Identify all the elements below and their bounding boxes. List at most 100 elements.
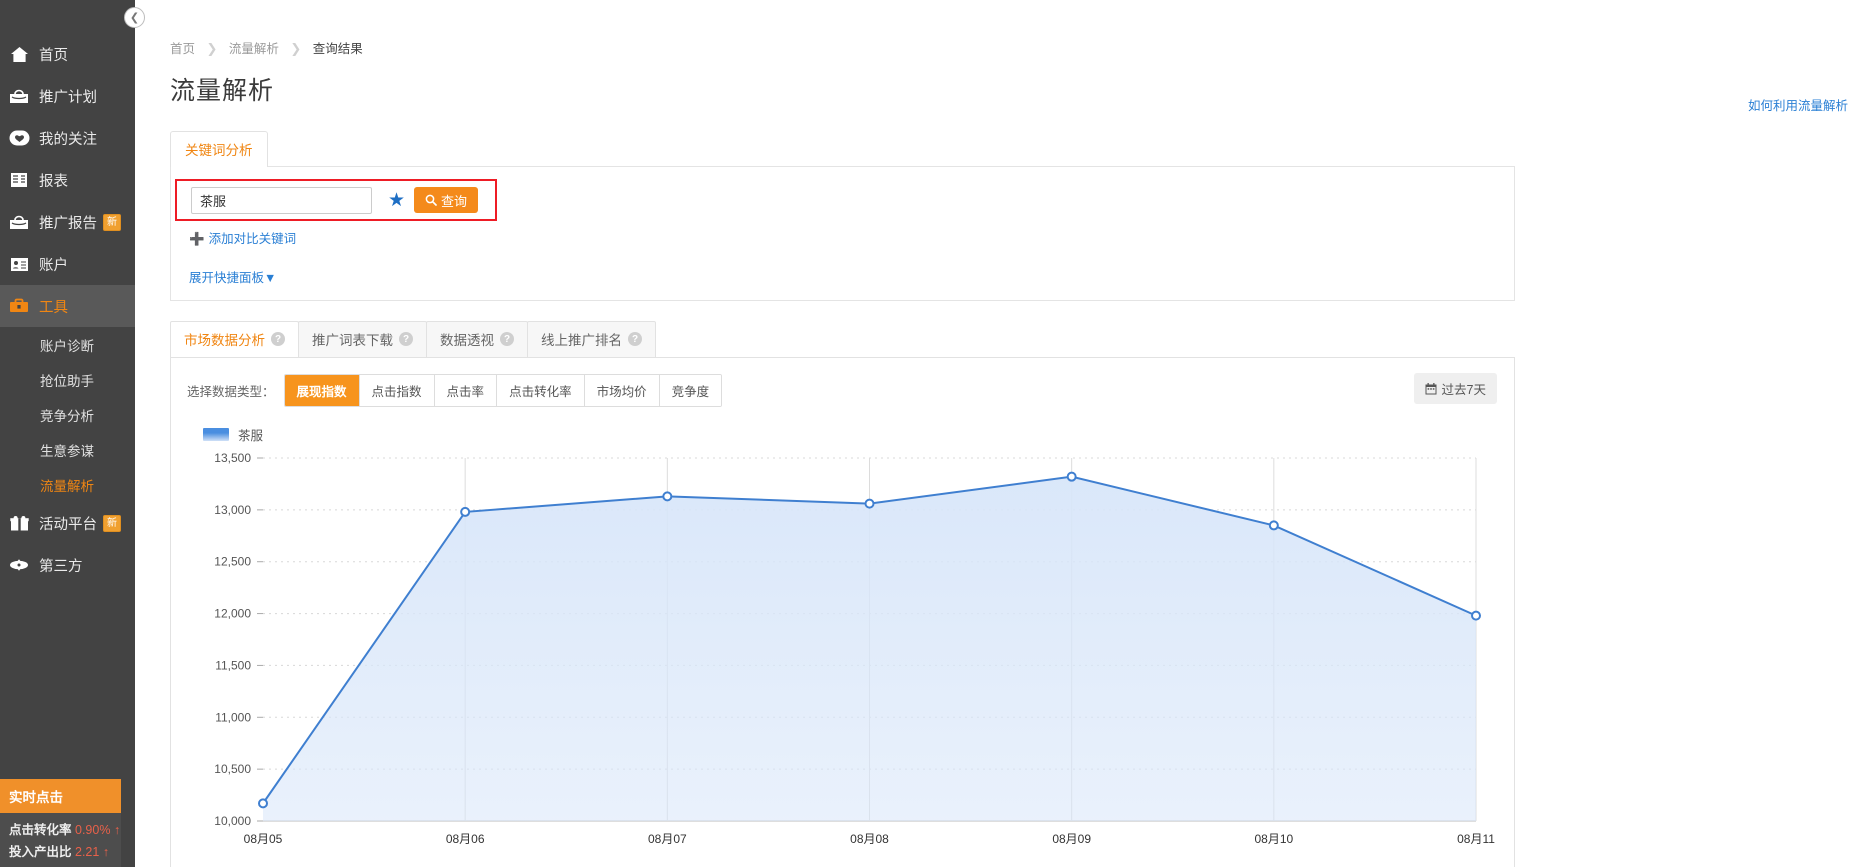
svg-text:13,500: 13,500 — [214, 451, 251, 465]
sidebar-item-home[interactable]: 首页 — [0, 33, 135, 75]
sidebar-item-tools[interactable]: 工具 — [0, 285, 135, 327]
realtime-metric-row: 点击转化率 0.90% ↑ — [9, 819, 121, 841]
sidebar-collapse-button[interactable]: ❮ — [124, 7, 145, 28]
breadcrumb-item-home[interactable]: 首页 — [170, 42, 196, 56]
tab-market-data-analysis[interactable]: 市场数据分析 ? — [170, 321, 299, 358]
date-range-button[interactable]: 过去7天 — [1413, 373, 1497, 404]
breadcrumb: 首页 ❯ 流量解析 ❯ 查询结果 — [135, 0, 1868, 57]
sidebar-subitem-business-advisor[interactable]: 生意参谋 — [0, 432, 135, 467]
tab-label: 市场数据分析 — [184, 333, 265, 348]
sidebar-item-label: 首页 — [39, 47, 68, 64]
query-button[interactable]: 查询 — [414, 187, 479, 213]
svg-text:13,000: 13,000 — [214, 503, 251, 517]
chart-legend: 茶服 — [171, 407, 1514, 444]
diamond-icon — [7, 555, 31, 575]
svg-text:12,500: 12,500 — [214, 555, 251, 569]
sidebar-item-label: 活动平台 — [39, 516, 97, 533]
star-icon[interactable]: ★ — [388, 189, 406, 211]
keyword-search-input[interactable] — [191, 186, 372, 214]
help-icon[interactable]: ? — [271, 332, 285, 346]
date-range-label: 过去7天 — [1441, 383, 1486, 397]
data-type-button-group: 展现指数 点击指数 点击率 点击转化率 市场均价 竞争度 — [283, 374, 723, 407]
sidebar-nav: 首页 推广计划 我的关注 报表 推广报告 新 — [0, 0, 135, 586]
tab-keyword-list-download[interactable]: 推广词表下载 ? — [298, 321, 427, 358]
sidebar-item-report[interactable]: 报表 — [0, 159, 135, 201]
sidebar-item-account[interactable]: 账户 — [0, 243, 135, 285]
sidebar-subitem-label: 流量解析 — [40, 478, 94, 494]
new-badge: 新 — [103, 213, 121, 231]
traffic-chart: 10,000 10,500 11,000 11,500 12,000 12,500 13,0… — [171, 444, 1516, 867]
sidebar-subitem-competition-analysis[interactable]: 竞争分析 — [0, 397, 135, 432]
tab-keyword-analysis[interactable]: 关键词分析 — [170, 131, 268, 167]
svg-text:08月11: 08月11 — [1457, 832, 1495, 846]
sidebar-subitem-label: 抢位助手 — [40, 373, 94, 389]
expand-panel-label: 展开快捷面板 — [189, 271, 265, 285]
caret-down-icon: ▼ — [264, 271, 277, 285]
sidebar-item-label: 推广报告 — [39, 215, 97, 232]
sidebar-item-label: 第三方 — [39, 558, 83, 575]
tab-label: 推广词表下载 — [312, 333, 393, 348]
sidebar-subitem-account-diagnosis[interactable]: 账户诊断 — [0, 327, 135, 362]
sidebar-item-my-follow[interactable]: 我的关注 — [0, 117, 135, 159]
tab-online-promotion-rank[interactable]: 线上推广排名 ? — [527, 321, 656, 358]
main-content: 首页 ❯ 流量解析 ❯ 查询结果 流量解析 如何利用流量解析 关键词分析 ★ 查… — [135, 0, 1868, 867]
help-link[interactable]: 如何利用流量解析 — [1747, 99, 1848, 113]
page-title: 流量解析 — [170, 77, 275, 105]
tab-label: 线上推广排名 — [541, 333, 622, 348]
data-type-impression-index[interactable]: 展现指数 — [284, 375, 360, 406]
svg-text:10,000: 10,000 — [214, 814, 251, 828]
data-tabs-section: 市场数据分析 ? 推广词表下载 ? 数据透视 ? 线上推广排名 ? 选择数据类型… — [135, 301, 1868, 867]
sidebar-subitem-label: 竞争分析 — [40, 408, 94, 424]
tab-data-pivot[interactable]: 数据透视 ? — [426, 321, 528, 358]
chevron-left-icon: ❮ — [129, 12, 140, 24]
svg-text:08月08: 08月08 — [850, 832, 889, 846]
data-type-click-rate[interactable]: 点击率 — [434, 375, 498, 406]
add-compare-keyword-button[interactable]: ➕ 添加对比关键词 — [189, 228, 1514, 247]
sidebar: ❮ 首页 推广计划 我的关注 报表 — [0, 0, 145, 867]
sidebar-item-promotion-plan[interactable]: 推广计划 — [0, 75, 135, 117]
sidebar-item-activity-platform[interactable]: 活动平台 新 — [0, 502, 135, 544]
search-row-highlight: ★ 查询 — [175, 179, 497, 221]
realtime-click-panel: 实时点击 点击转化率 0.90% ↑ 投入产出比 2.21 ↑ — [0, 779, 121, 867]
briefcase-icon — [7, 212, 31, 232]
sidebar-subitem-label: 账户诊断 — [40, 338, 94, 354]
svg-text:08月06: 08月06 — [446, 832, 485, 846]
legend-label: 茶服 — [238, 429, 264, 443]
new-badge: 新 — [103, 514, 121, 532]
sidebar-item-promotion-report[interactable]: 推广报告 新 — [0, 201, 135, 243]
svg-text:08月10: 08月10 — [1254, 832, 1293, 846]
data-type-market-avg-price[interactable]: 市场均价 — [584, 375, 660, 406]
svg-text:12,000: 12,000 — [214, 607, 251, 621]
chevron-right-icon: ❯ — [290, 41, 302, 56]
sidebar-subitem-traffic-analysis[interactable]: 流量解析 — [0, 467, 135, 502]
keyword-analysis-section: 关键词分析 ★ 查询 ➕添加对比关键词 展开快捷面板▼ — [135, 107, 1868, 301]
data-type-click-conversion-rate[interactable]: 点击转化率 — [497, 375, 585, 406]
home-icon — [7, 44, 31, 64]
legend-swatch[interactable] — [203, 428, 229, 441]
keyword-tabbar: 关键词分析 — [170, 131, 1868, 167]
sidebar-subitem-position-assistant[interactable]: 抢位助手 — [0, 362, 135, 397]
metric-label: 点击转化率 — [9, 823, 72, 837]
data-type-competition[interactable]: 竞争度 — [659, 375, 722, 406]
breadcrumb-item-traffic-analysis[interactable]: 流量解析 — [228, 42, 279, 56]
tab-label: 数据透视 — [440, 333, 494, 348]
svg-text:08月09: 08月09 — [1052, 832, 1091, 846]
sidebar-item-third-party[interactable]: 第三方 — [0, 544, 135, 586]
chevron-right-icon: ❯ — [206, 41, 218, 56]
data-type-click-index[interactable]: 点击指数 — [359, 375, 435, 406]
svg-text:11,500: 11,500 — [215, 658, 251, 672]
arrow-up-icon: ↑ — [102, 845, 110, 859]
help-icon[interactable]: ? — [500, 332, 514, 346]
keyword-panel: ★ 查询 ➕添加对比关键词 展开快捷面板▼ — [170, 166, 1515, 301]
realtime-panel-title: 实时点击 — [0, 779, 121, 813]
help-icon[interactable]: ? — [399, 332, 413, 346]
help-icon[interactable]: ? — [628, 332, 642, 346]
toolbox-icon — [7, 296, 31, 316]
search-icon — [425, 194, 437, 206]
sidebar-item-label: 我的关注 — [39, 131, 97, 148]
sidebar-item-label: 报表 — [39, 173, 68, 190]
plus-icon: ➕ — [189, 232, 205, 246]
arrow-up-icon: ↑ — [113, 823, 121, 837]
expand-quick-panel-button[interactable]: 展开快捷面板▼ — [189, 267, 1514, 286]
sidebar-subitem-label: 生意参谋 — [40, 443, 94, 459]
